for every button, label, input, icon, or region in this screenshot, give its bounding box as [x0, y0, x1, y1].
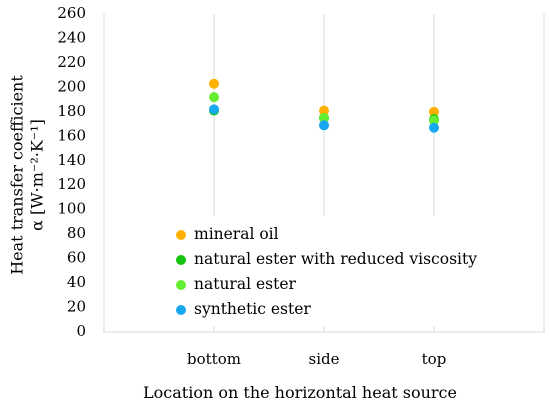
y-tick-label: 100	[57, 200, 86, 218]
y-tick-label: 200	[57, 77, 86, 95]
legend-label-0: mineral oil	[194, 225, 279, 243]
point-3-1	[319, 120, 329, 131]
y-tick-label: 240	[57, 28, 86, 46]
y-tick-label: 120	[57, 175, 86, 193]
point-3-0	[209, 104, 219, 115]
legend-marker-2	[176, 280, 186, 290]
y-tick-label: 180	[57, 102, 86, 120]
x-axis-title: Location on the horizontal heat source	[143, 383, 457, 402]
y-tick-label: 0	[76, 322, 86, 340]
y-tick-labels: 0 20 40 60 80 100 120 140 160 180 200 220 240 260	[57, 4, 86, 340]
y-axis-title-line1: Heat transfer coefficient	[8, 75, 27, 275]
y-axis-title-line2: α [W·m⁻²·K⁻¹]	[28, 119, 47, 231]
legend-marker-1	[176, 255, 186, 265]
y-tick-label: 80	[67, 224, 86, 242]
legend-background	[167, 216, 491, 326]
grid-layer	[103, 14, 545, 333]
y-axis-title: Heat transfer coefficient α [W·m⁻²·K⁻¹]	[8, 75, 47, 275]
legend-marker-3	[176, 305, 186, 315]
point-2-0	[209, 92, 219, 103]
y-tick-label: 40	[67, 273, 86, 291]
legend-label-1: natural ester with reduced viscosity	[194, 250, 477, 268]
data-points	[209, 78, 439, 133]
x-tick-label: side	[309, 350, 340, 368]
point-2-1	[319, 112, 329, 123]
y-tick-label: 160	[57, 126, 86, 144]
point-3-2	[429, 122, 439, 133]
legend-items: mineral oil natural ester with reduced vi…	[176, 225, 477, 318]
legend: mineral oil natural ester with reduced vi…	[167, 216, 491, 326]
x-tick-label: top	[422, 350, 447, 368]
y-tick-label: 60	[67, 249, 86, 267]
x-tick-label: bottom	[187, 350, 241, 368]
y-tick-label: 260	[57, 4, 86, 22]
point-0-1	[319, 105, 329, 116]
legend-label-2: natural ester	[194, 275, 296, 293]
point-0-0	[209, 78, 219, 89]
point-0-2	[429, 106, 439, 117]
point-2-2	[429, 115, 439, 126]
x-tick-labels: bottom side top	[187, 350, 446, 368]
legend-label-3: synthetic ester	[194, 300, 311, 318]
y-tick-label: 140	[57, 151, 86, 169]
y-tick-label: 220	[57, 53, 86, 71]
legend-marker-0	[176, 230, 186, 240]
y-tick-label: 20	[67, 298, 86, 316]
